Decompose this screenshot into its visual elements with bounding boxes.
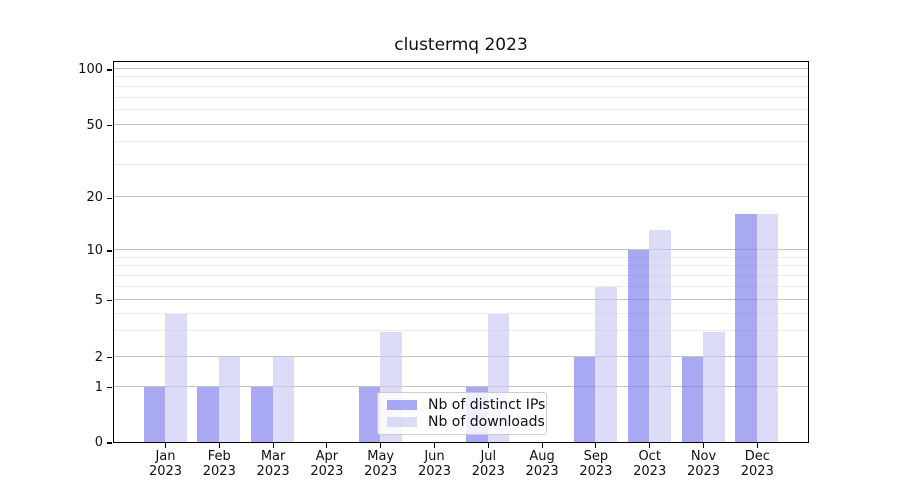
- minor-gridline-9: [114, 256, 808, 258]
- x-tick-may: [380, 443, 382, 448]
- bar-oct-distinct-ips: [627, 250, 650, 442]
- major-gridline-100: [114, 68, 808, 69]
- bar-jan-downloads: [165, 313, 187, 442]
- y-tick-2: [107, 357, 112, 359]
- minor-gridline-80: [114, 85, 808, 87]
- x-tick-jun: [433, 443, 436, 448]
- x-tick-label-may: May 2023: [364, 449, 398, 479]
- legend-swatch-downloads: [387, 417, 417, 427]
- x-tick-feb: [218, 443, 220, 448]
- bar-feb-distinct-ips: [197, 386, 219, 442]
- x-tick-apr: [326, 443, 328, 448]
- x-tick-dec: [756, 443, 758, 448]
- y-tick-label-100: 100: [78, 62, 103, 77]
- gridlines-layer: [114, 62, 808, 442]
- bar-sep-downloads: [595, 286, 617, 442]
- y-tick-20: [107, 197, 112, 199]
- bar-may-distinct-ips: [358, 386, 381, 442]
- minor-gridline-70: [114, 96, 808, 98]
- minor-gridline-40: [114, 141, 808, 143]
- bar-feb-downloads: [218, 356, 241, 442]
- legend-swatch-distinct-ips: [387, 400, 417, 410]
- y-tick-0: [107, 442, 112, 444]
- legend: Nb of distinct IPs Nb of downloads: [377, 392, 547, 435]
- major-gridline-2: [114, 355, 808, 357]
- minor-gridline-30: [114, 164, 808, 166]
- minor-gridline-90: [114, 76, 808, 78]
- y-tick-label-20: 20: [86, 190, 103, 206]
- minor-gridline-4: [114, 312, 808, 314]
- legend-item-distinct-ips: Nb of distinct IPs: [387, 397, 545, 413]
- bar-sep-distinct-ips: [573, 356, 596, 442]
- y-tick-100: [107, 69, 112, 71]
- x-tick-nov: [702, 443, 705, 448]
- bar-mar-downloads: [272, 356, 295, 442]
- major-gridline-1: [114, 385, 808, 387]
- legend-item-downloads: Nb of downloads: [387, 414, 545, 430]
- x-tick-sep: [595, 443, 597, 448]
- bar-dec-downloads: [756, 214, 779, 442]
- bar-oct-downloads: [649, 230, 671, 442]
- y-tick-label-2: 2: [94, 349, 103, 365]
- major-gridline-20: [114, 196, 808, 198]
- major-gridline-5: [114, 298, 808, 300]
- x-tick-label-oct: Oct 2023: [633, 449, 667, 479]
- minor-gridline-8: [114, 265, 808, 266]
- minor-gridline-60: [114, 109, 808, 111]
- x-tick-jan: [164, 443, 167, 448]
- y-tick-5: [107, 300, 112, 302]
- x-tick-jul: [487, 443, 489, 448]
- x-tick-label-mar: Mar 2023: [256, 449, 290, 479]
- bar-mar-distinct-ips: [251, 386, 273, 442]
- minor-gridline-6: [114, 285, 808, 287]
- legend-label-distinct-ips: Nb of distinct IPs: [428, 397, 546, 413]
- bars-layer: [114, 62, 808, 442]
- major-gridline-10: [114, 249, 808, 250]
- minor-gridline-3: [114, 330, 808, 332]
- y-tick-label-10: 10: [86, 243, 103, 258]
- bar-nov-downloads: [703, 331, 725, 442]
- y-tick-10: [107, 250, 112, 252]
- y-tick-50: [107, 125, 112, 127]
- y-tick-label-5: 5: [94, 292, 103, 308]
- bar-dec-distinct-ips: [735, 214, 757, 442]
- legend-label-downloads: Nb of downloads: [428, 414, 545, 430]
- y-tick-label-1: 1: [94, 379, 103, 395]
- major-gridline-50: [114, 123, 808, 125]
- x-tick-label-apr: Apr 2023: [310, 449, 344, 479]
- chart-title: clustermq 2023: [394, 35, 528, 55]
- y-tick-label-50: 50: [86, 117, 103, 133]
- x-tick-oct: [649, 443, 651, 448]
- x-tick-aug: [541, 443, 543, 448]
- minor-gridline-7: [114, 274, 808, 276]
- x-tick-label-nov: Nov 2023: [686, 449, 721, 479]
- bar-nov-distinct-ips: [681, 356, 703, 442]
- x-tick-label-jan: Jan 2023: [148, 449, 183, 479]
- bar-jan-distinct-ips: [143, 386, 165, 442]
- x-tick-mar: [272, 443, 274, 448]
- x-tick-label-feb: Feb 2023: [202, 449, 236, 479]
- y-tick-label-0: 0: [94, 435, 103, 450]
- x-tick-label-jun: Jun 2023: [417, 449, 452, 479]
- x-tick-label-aug: Aug 2023: [525, 449, 559, 479]
- y-tick-1: [107, 387, 112, 389]
- x-tick-label-jul: Jul 2023: [471, 449, 505, 479]
- plot-area: Nb of distinct IPs Nb of downloads: [113, 61, 809, 443]
- x-tick-label-sep: Sep 2023: [579, 449, 613, 479]
- x-tick-label-dec: Dec 2023: [740, 449, 774, 479]
